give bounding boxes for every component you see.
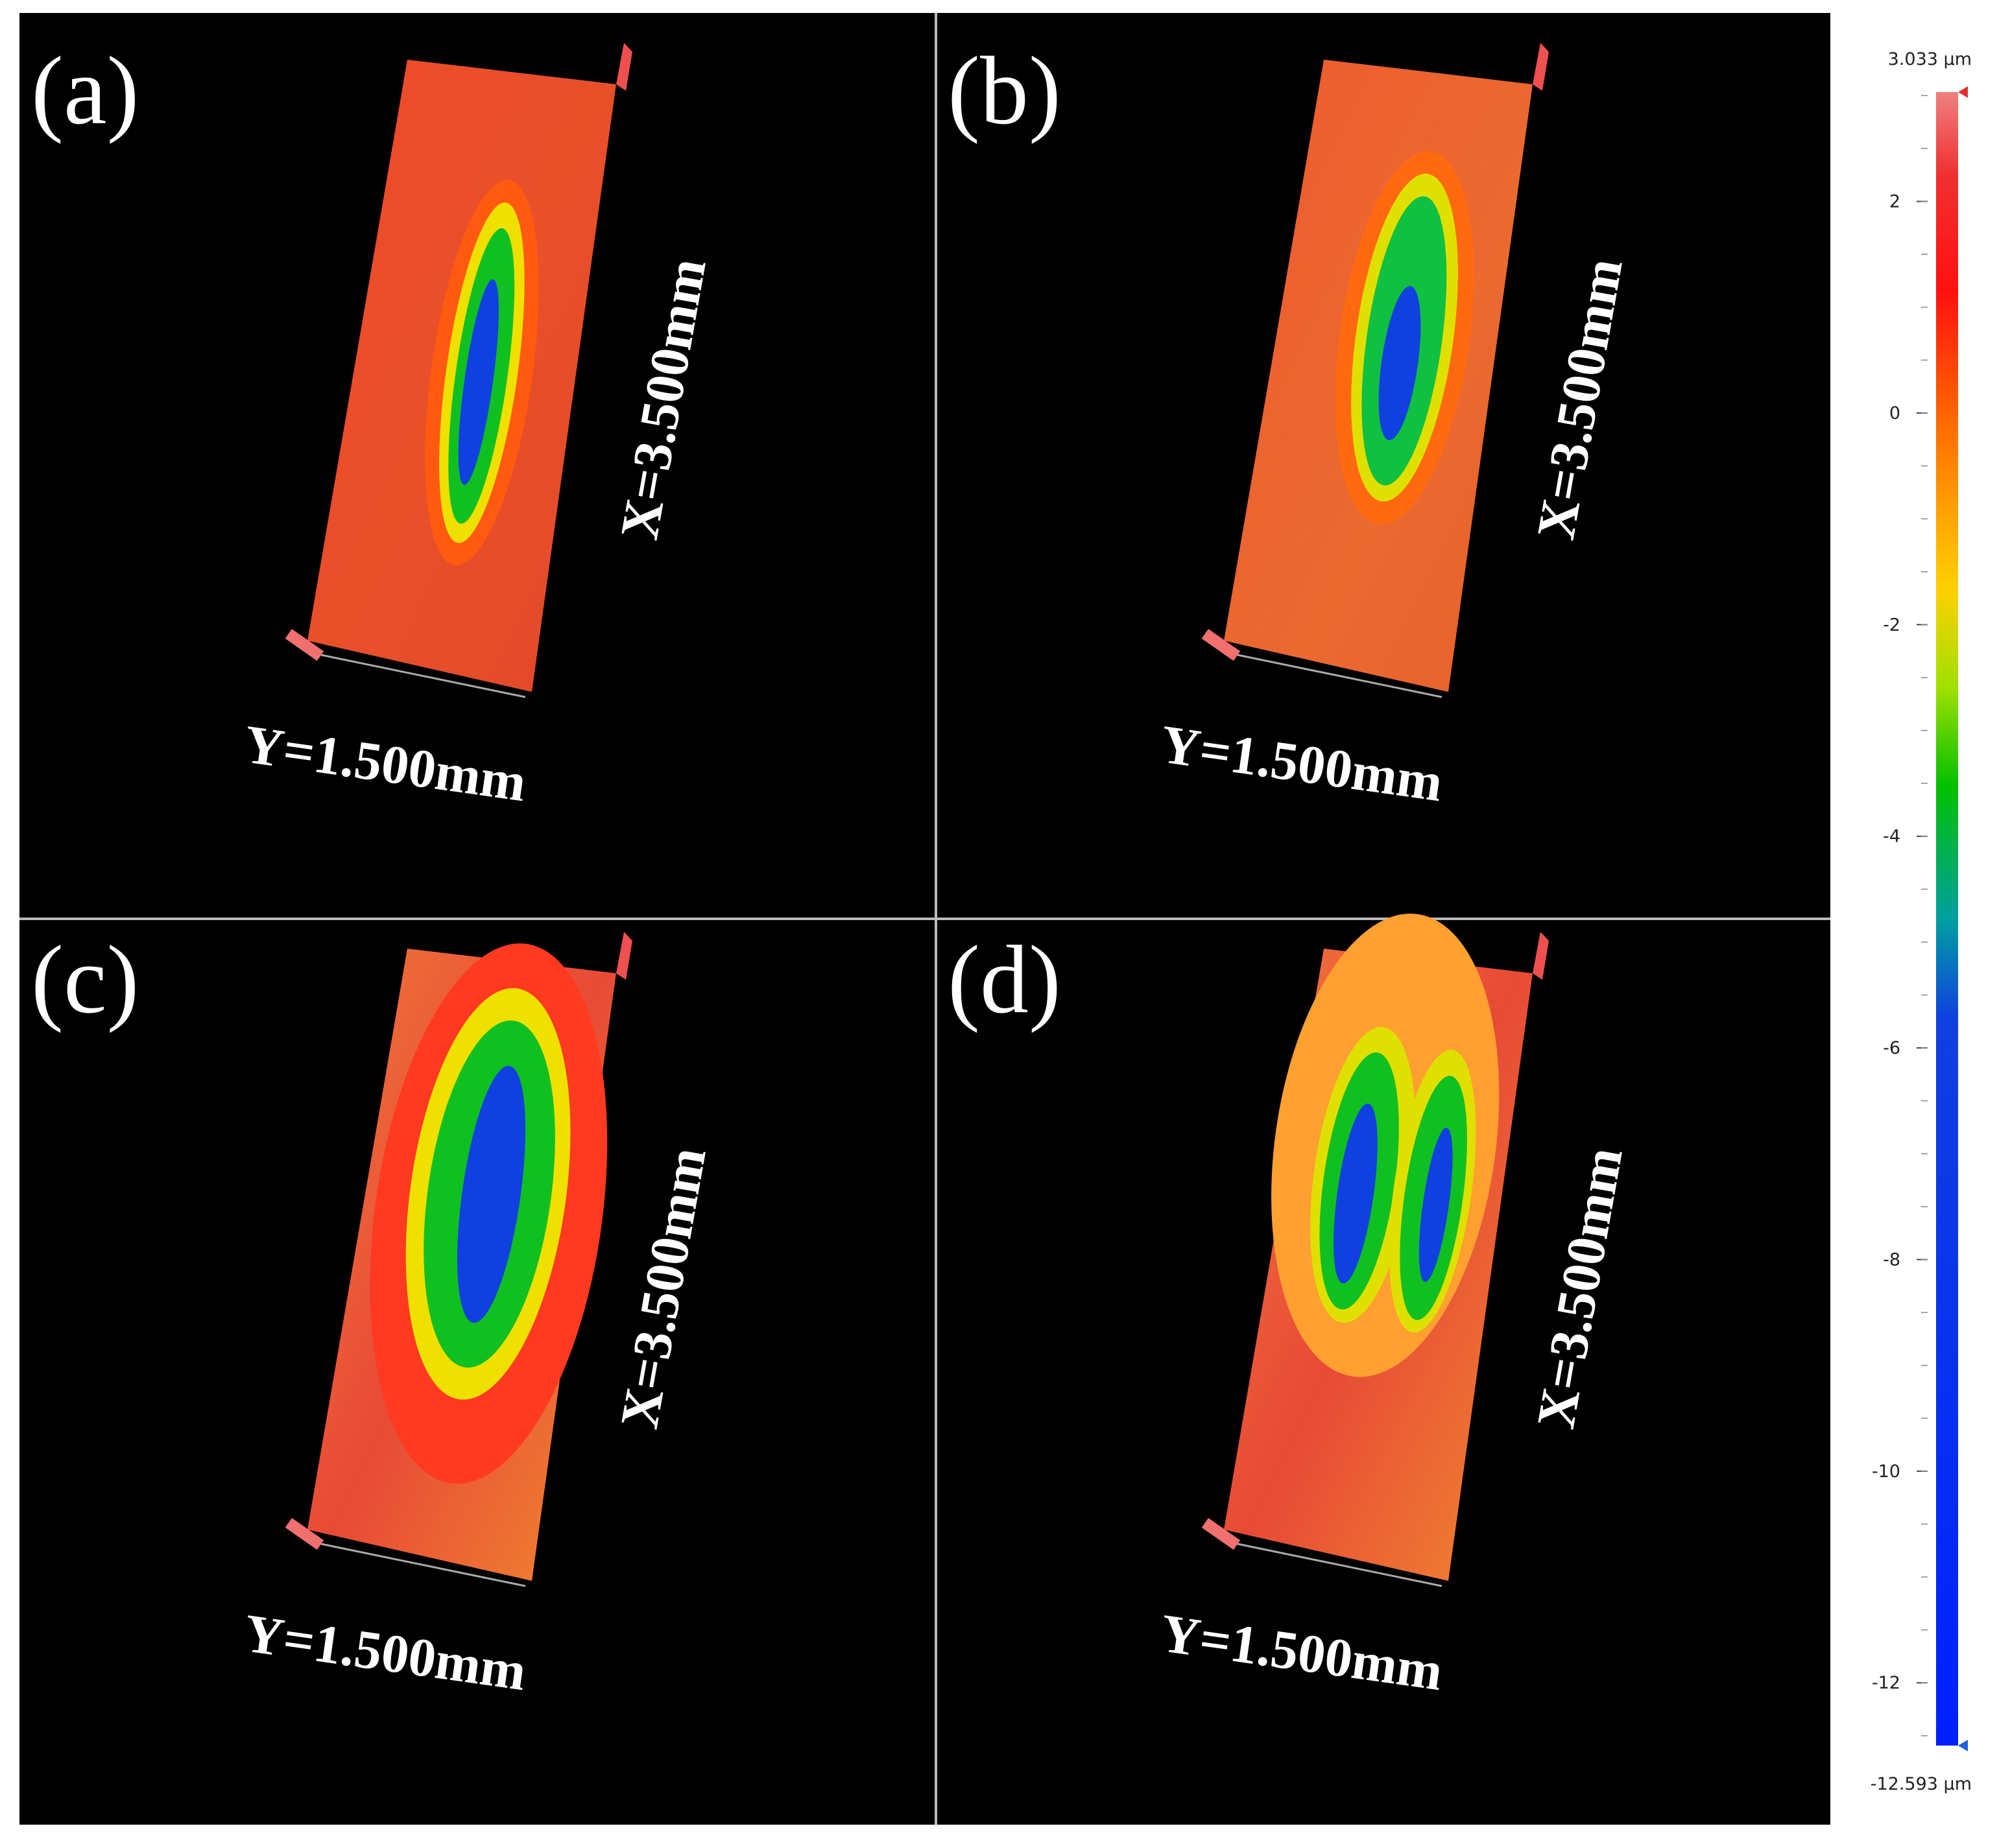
axis bbox=[320, 1543, 526, 1587]
surface-edge bbox=[616, 932, 632, 980]
panel-label: (a) bbox=[31, 37, 139, 145]
panel-label: (d) bbox=[948, 926, 1061, 1034]
axis bbox=[1237, 1543, 1442, 1587]
colorbar-min-marker bbox=[1958, 1740, 1968, 1751]
pit bbox=[370, 943, 608, 1484]
axis-triad bbox=[1201, 628, 1241, 661]
pit-contour bbox=[1418, 1128, 1453, 1282]
panel-label: (b) bbox=[948, 37, 1061, 145]
pit bbox=[425, 180, 539, 566]
surface-edge bbox=[1533, 932, 1549, 980]
colorbar-min-label: -12.593 µm bbox=[1871, 1774, 1972, 1794]
pit-contour bbox=[1334, 1103, 1378, 1284]
axis-triad bbox=[285, 1518, 324, 1550]
colorbar-tick-label: 2 bbox=[1889, 192, 1900, 212]
colorbar-gradient bbox=[1936, 92, 1958, 1746]
pit-contour bbox=[458, 279, 499, 485]
colorbar-tick-label: -12 bbox=[1872, 1673, 1900, 1693]
panels: (a)X=3.500mmY=1.500mm(b)X=3.500mmY=1.500… bbox=[31, 37, 1634, 1702]
axis-triad bbox=[285, 628, 324, 661]
axis-triad bbox=[1201, 1518, 1241, 1550]
colorbar-tick-label: -4 bbox=[1883, 827, 1900, 847]
colorbar-tick-label: 0 bbox=[1889, 403, 1900, 423]
colorbar-max-marker bbox=[1958, 86, 1968, 98]
surface-edge bbox=[616, 43, 632, 91]
colorbar-tick-label: -8 bbox=[1883, 1250, 1900, 1270]
axis bbox=[1237, 654, 1442, 698]
axis bbox=[320, 654, 526, 698]
colorbar-max-label: 3.033 µm bbox=[1888, 49, 1972, 69]
pit bbox=[1335, 151, 1474, 525]
pit-contour bbox=[457, 1065, 526, 1323]
surface-edge bbox=[1533, 43, 1549, 91]
panel-label: (c) bbox=[31, 926, 139, 1034]
colorbar-tick-label: -6 bbox=[1883, 1038, 1900, 1058]
pit bbox=[1271, 914, 1500, 1377]
colorbar: 3.033 µm -12.593 µm 2 0 -2 -4 -6 -8 -10 -12 bbox=[1871, 49, 1972, 1794]
colorbar-tick-label: -10 bbox=[1872, 1462, 1900, 1482]
pit-contour bbox=[1378, 286, 1421, 440]
colorbar-tick-label: -2 bbox=[1883, 615, 1900, 635]
